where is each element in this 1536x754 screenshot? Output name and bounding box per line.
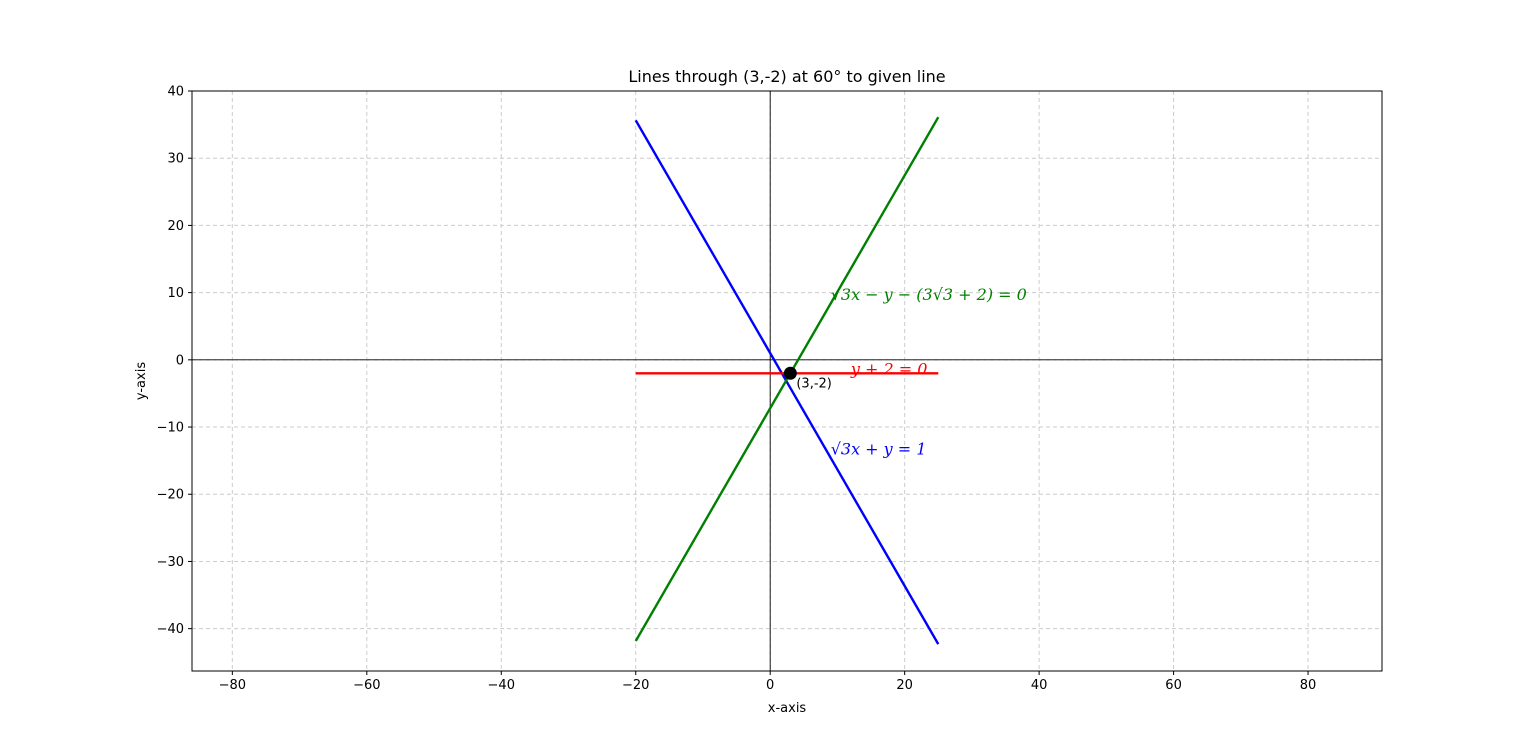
series-line-3 — [634, 116, 940, 642]
x-tick-label: 40 — [1031, 678, 1048, 693]
x-tick-label: −60 — [353, 678, 380, 693]
x-ticks: −80 −60 −40 −20 0 20 40 60 80 — [219, 671, 1317, 693]
series-group: (3,-2) — [634, 116, 940, 645]
x-tick-label: −80 — [219, 678, 246, 693]
annotation-2: y + 2 = 0 — [850, 360, 928, 379]
y-tick-label: −30 — [157, 555, 184, 570]
y-tick-label: 0 — [176, 353, 184, 368]
x-tick-label: 20 — [896, 678, 913, 693]
y-tick-label: 40 — [167, 85, 184, 100]
point-marker — [783, 366, 797, 380]
y-tick-label: 30 — [167, 152, 184, 167]
x-tick-label: 60 — [1165, 678, 1182, 693]
annotation-1: √3x − y − (3√3 + 2) = 0 — [831, 285, 1027, 304]
y-axis-label: y-axis — [134, 362, 149, 400]
grid — [192, 90, 1382, 671]
x-axis-label: x-axis — [768, 701, 807, 716]
annotations: √3x − y − (3√3 + 2) = 0 y + 2 = 0 √3x + y … — [831, 285, 1027, 459]
y-tick-label: −10 — [157, 421, 184, 436]
x-tick-label: 0 — [766, 678, 774, 693]
x-tick-label: −40 — [488, 678, 515, 693]
zero-axes — [192, 91, 1382, 671]
plot-frame — [191, 90, 1383, 672]
y-tick-label: −20 — [157, 488, 184, 503]
y-tick-label: 20 — [167, 219, 184, 234]
y-ticks: −40 −30 −20 −10 0 10 20 30 40 — [157, 85, 192, 637]
annotation-3: √3x + y = 1 — [831, 440, 927, 459]
chart-title: Lines through (3,-2) at 60° to given lin… — [628, 67, 945, 86]
y-tick-label: −40 — [157, 622, 184, 637]
x-tick-label: −20 — [622, 678, 649, 693]
y-tick-label: 10 — [167, 286, 184, 301]
x-tick-label: 80 — [1300, 678, 1317, 693]
point-label: (3,-2) — [796, 376, 832, 391]
series-line-1 — [634, 119, 940, 645]
